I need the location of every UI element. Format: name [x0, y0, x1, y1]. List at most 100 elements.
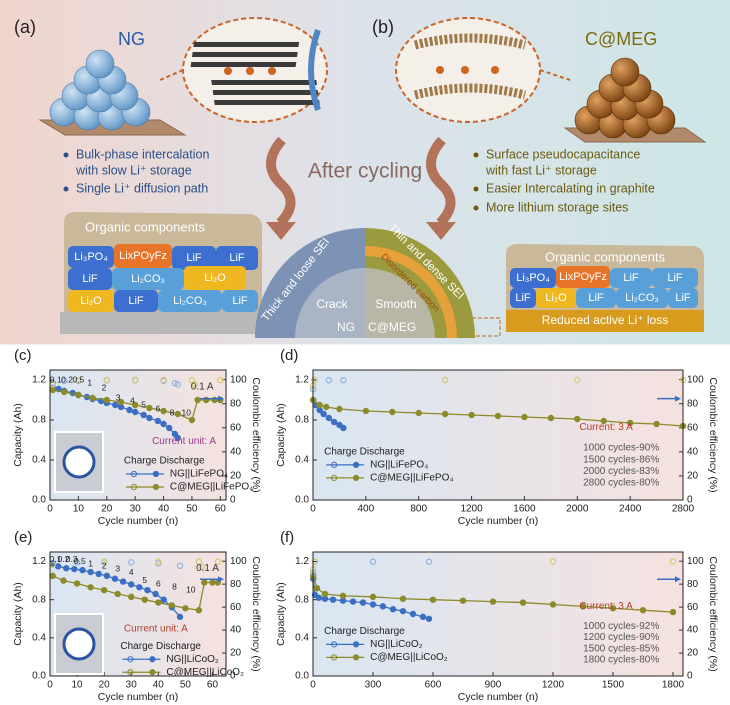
- x-tick-label: 2800: [672, 504, 695, 515]
- inner-label: Smooth: [375, 297, 416, 311]
- capacity-marker: [441, 410, 449, 418]
- capacity-marker: [188, 416, 196, 424]
- capacity-marker: [155, 599, 162, 606]
- y-tick-label: 0.4: [295, 632, 309, 643]
- capacity-marker: [87, 584, 94, 591]
- capacity-marker: [95, 570, 102, 578]
- capacity-marker: [389, 606, 397, 613]
- zoom-box: [459, 317, 501, 337]
- y2-axis-label: Coulombic efficiency (%): [707, 377, 719, 492]
- capacity-marker: [369, 601, 377, 608]
- y-tick-label: 0.8: [295, 594, 309, 605]
- capacity-marker: [160, 596, 167, 603]
- y2-tick-label: 100: [687, 374, 704, 385]
- arrow: [266, 136, 296, 227]
- capacity-marker: [349, 598, 357, 605]
- capacity-marker: [313, 585, 321, 592]
- x-tick-label: 800: [410, 504, 427, 515]
- bullet-text: Surface pseudocapacitance: [486, 147, 640, 161]
- x-tick-label: 900: [485, 680, 502, 691]
- sei-cell-label: LiF: [515, 292, 531, 304]
- efficiency-marker: [155, 558, 162, 565]
- legend-label: C@MEG||LiFePO₄: [170, 482, 253, 493]
- capacity-marker: [521, 413, 528, 421]
- annotation: 0.1 A: [196, 563, 219, 574]
- efficiency-marker: [325, 377, 333, 384]
- sei-cell: [536, 288, 576, 308]
- sei-cell: [114, 290, 158, 312]
- capacity-marker: [359, 599, 367, 606]
- capacity-marker: [600, 417, 607, 425]
- axis-arrowhead: [675, 395, 681, 402]
- capacity-marker: [669, 608, 677, 616]
- capacity-marker: [369, 593, 377, 601]
- annotation: Current unit: A: [152, 436, 216, 447]
- efficiency-marker: [441, 376, 449, 384]
- legend-marker: [331, 474, 338, 481]
- capacity-marker: [87, 568, 94, 576]
- capacity-marker: [146, 414, 153, 422]
- legend-marker: [127, 656, 134, 663]
- efficiency-marker: [188, 376, 196, 384]
- sei-cell-label: Li₂CO₃: [625, 292, 659, 304]
- legend-marker: [353, 461, 360, 468]
- capacity-marker: [136, 584, 143, 591]
- legend-marker: [353, 641, 360, 648]
- bullet-text: Bulk-phase intercalation: [76, 147, 209, 161]
- x-tick-label: 40: [153, 680, 165, 691]
- rate-label: 10: [182, 407, 192, 417]
- sei-cell-label: LiF: [623, 272, 639, 284]
- capacity-marker: [316, 401, 323, 409]
- annotation: 1200 cycles-90%: [583, 632, 659, 643]
- graphite-inner: [365, 268, 435, 338]
- efficiency-marker: [425, 558, 433, 565]
- capacity-marker: [547, 414, 555, 422]
- sei-wall: [308, 29, 321, 111]
- sei-cell: [576, 288, 616, 308]
- x-tick-label: 1200: [542, 680, 565, 691]
- sei-footer: Reduced active Li⁺ loss: [542, 313, 668, 327]
- capacity-marker: [195, 606, 203, 614]
- y2-tick-label: 80: [230, 398, 242, 409]
- capacity-marker: [459, 597, 467, 604]
- y2-tick-label: 0: [687, 671, 693, 682]
- y-axis-label: Capacity (Ah): [12, 582, 24, 646]
- sei-cell: [184, 266, 246, 290]
- li-ion: [461, 66, 469, 74]
- graphite-layer: [190, 62, 297, 67]
- y2-tick-label: 20: [230, 648, 242, 659]
- x-tick-label: 0: [47, 504, 53, 515]
- efficiency-marker: [574, 376, 581, 384]
- x-tick-label: 1600: [513, 504, 536, 515]
- legend-label: C@MEG||LiFePO₄: [370, 473, 453, 484]
- capacity-marker: [323, 403, 330, 411]
- sei-cell-label: LiF: [675, 292, 691, 304]
- rate-label: 0.5: [74, 556, 86, 566]
- cmeg-title: C@MEG: [585, 29, 657, 49]
- capacity-marker: [111, 575, 119, 582]
- y-tick-label: 0.0: [295, 495, 309, 506]
- x-tick-label: 20: [99, 680, 111, 691]
- capacity-marker: [128, 581, 135, 588]
- rate-label: 6: [156, 403, 161, 413]
- capacity-marker: [609, 605, 617, 612]
- rate-label: 4: [129, 567, 134, 577]
- sei-cell-label: Li₃PO₄: [74, 251, 108, 263]
- y2-tick-label: 0: [687, 495, 693, 506]
- efficiency-marker: [73, 559, 81, 566]
- y2-tick-label: 40: [687, 625, 699, 636]
- rate-label: 0.5: [72, 374, 84, 384]
- capacity-marker: [75, 391, 82, 399]
- bullet: [63, 152, 69, 158]
- rate-label: 8: [172, 582, 177, 592]
- graphite-inner: [295, 268, 365, 338]
- rate-label: 0.2: [61, 374, 73, 384]
- capacity-marker: [141, 596, 148, 603]
- capacity-marker: [201, 579, 208, 586]
- graphite-layer: [214, 100, 320, 105]
- efficiency-marker: [100, 558, 108, 565]
- capacity-marker: [419, 613, 427, 621]
- sei-cell-label: Li₂CO₃: [131, 273, 165, 285]
- frame: [49, 369, 227, 501]
- axis-arrowhead: [218, 395, 224, 402]
